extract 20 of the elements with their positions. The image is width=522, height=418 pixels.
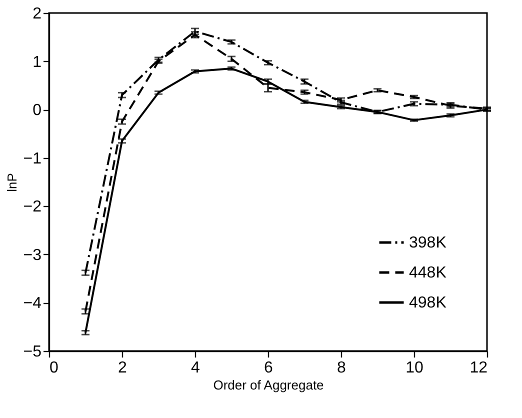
x-tick-label: 6 (264, 360, 274, 376)
x-tick-label: 2 (118, 360, 128, 376)
x-tick-label: 8 (337, 360, 346, 376)
y-tick-label: −3 (23, 246, 42, 264)
legend-label: 398K (409, 234, 447, 252)
y-tick-label: −1 (23, 150, 42, 168)
x-tick-label: 10 (406, 360, 424, 376)
y-tick-label: 1 (32, 54, 42, 71)
y-tick-label: −2 (23, 198, 42, 216)
legend-label: 448K (409, 264, 447, 282)
x-tick-label: 12 (470, 360, 488, 376)
y-tick-label: 2 (32, 6, 42, 22)
y-tick-label: −4 (23, 295, 42, 312)
y-axis-title: lnP (4, 173, 20, 192)
x-axis-title: Order of Aggregate (213, 378, 324, 392)
y-tick-label: 0 (32, 102, 42, 120)
legend-label: 498K (409, 294, 447, 312)
y-tick-label: −5 (23, 344, 42, 360)
x-tick-label: 4 (191, 360, 200, 376)
x-tick-label: 0 (50, 360, 58, 376)
